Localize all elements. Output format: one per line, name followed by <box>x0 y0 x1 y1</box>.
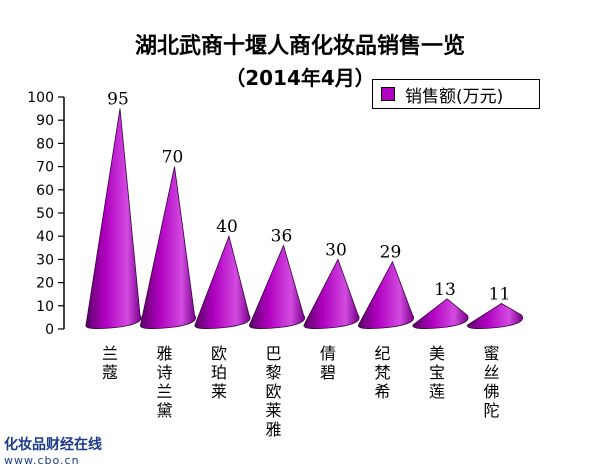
y-tick-label: 70 <box>36 160 54 176</box>
x-category-label: 蜜丝佛陀 <box>483 344 500 420</box>
bar-cone <box>467 303 523 329</box>
y-tick-label: 80 <box>36 136 54 152</box>
bar-cone <box>358 260 414 329</box>
data-label: 29 <box>380 243 402 263</box>
y-tick-label: 40 <box>36 229 54 245</box>
legend-label: 销售额(万元) <box>405 86 504 107</box>
y-tick-label: 10 <box>36 299 54 315</box>
bar-cone <box>303 258 360 329</box>
y-tick-label: 100 <box>27 90 54 106</box>
x-category-label: 纪梵希 <box>374 344 391 401</box>
chart-title: 湖北武商十堰人商化妆品销售一览 <box>134 34 465 59</box>
bar-cone <box>194 234 251 329</box>
footer-url: www.cbo.cn <box>4 454 80 467</box>
footer-brand: 化妆品财经在线 <box>4 437 102 453</box>
y-tick-label: 90 <box>36 113 54 129</box>
x-category-label: 巴黎欧莱雅 <box>265 344 282 439</box>
x-category-label: 兰蔻 <box>101 344 118 382</box>
data-label: 13 <box>434 280 456 300</box>
footer-watermark: 化妆品财经在线 www.cbo.cn <box>4 434 114 467</box>
y-tick-label: 60 <box>36 183 54 199</box>
x-category-label: 雅诗兰黛 <box>156 344 173 420</box>
data-label: 95 <box>107 90 129 110</box>
y-tick-label: 50 <box>36 206 54 222</box>
legend-swatch <box>381 87 395 101</box>
data-label: 36 <box>271 226 293 246</box>
chart-legend: 销售额(万元) <box>372 79 540 109</box>
data-label: 70 <box>162 148 184 168</box>
data-label: 30 <box>325 240 347 260</box>
bar-cone <box>85 108 142 329</box>
bar-cone <box>249 244 305 329</box>
x-category-label: 美宝莲 <box>428 344 445 401</box>
data-label: 11 <box>489 284 511 304</box>
y-tick-label: 0 <box>45 322 54 338</box>
x-category-label: 倩碧 <box>319 344 336 382</box>
y-tick-label: 30 <box>36 252 54 268</box>
chart-subtitle: （2014年4月） <box>225 66 375 90</box>
x-category-label: 欧珀莱 <box>210 344 227 401</box>
bar-cone <box>412 298 469 329</box>
bar-cone <box>140 166 196 329</box>
data-label: 40 <box>216 217 238 237</box>
y-tick-label: 20 <box>36 276 54 292</box>
